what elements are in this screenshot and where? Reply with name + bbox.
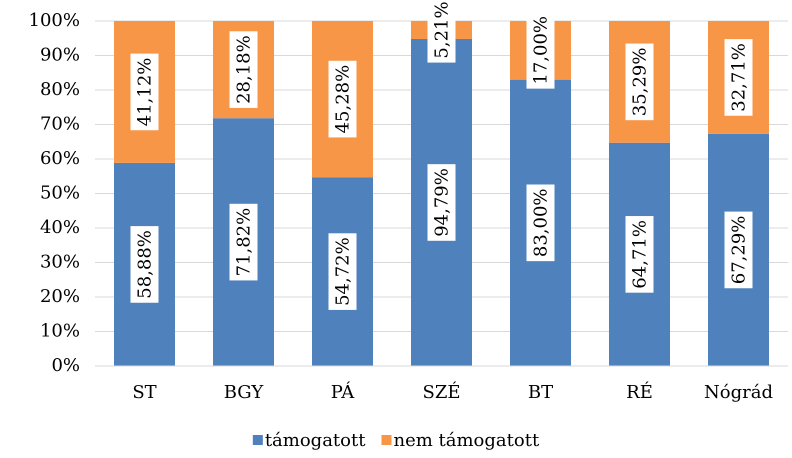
data-label-box	[724, 211, 753, 289]
x-tick-label: SZÉ	[423, 380, 461, 403]
y-tick-label: 70%	[40, 114, 80, 135]
y-tick-label: 30%	[40, 252, 80, 273]
data-label-text: 54,72%	[333, 237, 354, 306]
data-label: 32,71%	[724, 39, 753, 116]
data-label-text: 5,21%	[432, 1, 453, 58]
data-label-box	[229, 203, 258, 281]
data-label-text: 71,82%	[234, 208, 255, 277]
data-label: 58,88%	[130, 226, 159, 303]
data-label-text: 58,88%	[135, 230, 156, 299]
y-tick-label: 100%	[29, 10, 80, 31]
data-label-box	[625, 43, 654, 121]
legend-swatch	[252, 435, 263, 445]
x-tick-label: RÉ	[626, 380, 653, 403]
data-label: 41,12%	[130, 53, 159, 131]
data-label: 5,21%	[427, 0, 456, 63]
x-tick-label: Nógrád	[704, 382, 773, 403]
data-label-text: 28,18%	[234, 35, 255, 104]
data-label-box	[328, 233, 357, 310]
data-label-box	[328, 60, 357, 138]
data-label: 64,71%	[625, 216, 654, 293]
data-label-text: 83,00%	[531, 189, 552, 258]
data-label-box	[229, 31, 258, 108]
legend-label: nem támogatott	[393, 430, 539, 451]
data-label-box	[724, 39, 753, 116]
y-tick-label: 10%	[40, 321, 80, 342]
x-tick-label: ST	[132, 382, 156, 403]
data-label-box	[130, 53, 159, 131]
y-tick-label: 20%	[40, 286, 80, 307]
data-label-text: 94,79%	[432, 168, 453, 237]
data-label: 67,29%	[724, 211, 753, 289]
y-tick-label: 40%	[40, 217, 80, 238]
data-label: 35,29%	[625, 43, 654, 121]
data-label: 45,28%	[328, 60, 357, 138]
data-label: 28,18%	[229, 31, 258, 108]
data-label-box	[526, 184, 555, 262]
legend-swatch	[381, 435, 392, 445]
y-tick-label: 80%	[40, 79, 80, 100]
y-tick-label: 60%	[40, 148, 80, 169]
data-label-box	[526, 12, 555, 89]
data-label: 17,00%	[526, 12, 555, 89]
data-label-text: 41,12%	[135, 58, 156, 127]
y-tick-label: 0%	[51, 355, 80, 376]
y-tick-label: 50%	[40, 183, 80, 204]
data-label: 94,79%	[427, 164, 456, 241]
data-label-box	[427, 0, 456, 63]
data-label: 83,00%	[526, 184, 555, 262]
data-label-box	[427, 164, 456, 241]
data-label: 71,82%	[229, 203, 258, 281]
data-label-text: 32,71%	[729, 43, 750, 112]
x-tick-label: BT	[528, 382, 553, 403]
data-label-box	[625, 216, 654, 293]
data-label-text: 64,71%	[630, 220, 651, 289]
x-tick-label: BGY	[224, 382, 265, 403]
data-label-text: 67,29%	[729, 216, 750, 285]
data-label-text: 45,28%	[333, 65, 354, 134]
data-label-box	[130, 226, 159, 303]
data-label-text: 35,29%	[630, 48, 651, 117]
y-tick-label: 90%	[40, 45, 80, 66]
x-tick-label: PÁ	[331, 380, 355, 403]
data-label-text: 17,00%	[531, 16, 552, 85]
data-label: 54,72%	[328, 233, 357, 310]
legend-label: támogatott	[265, 430, 366, 451]
